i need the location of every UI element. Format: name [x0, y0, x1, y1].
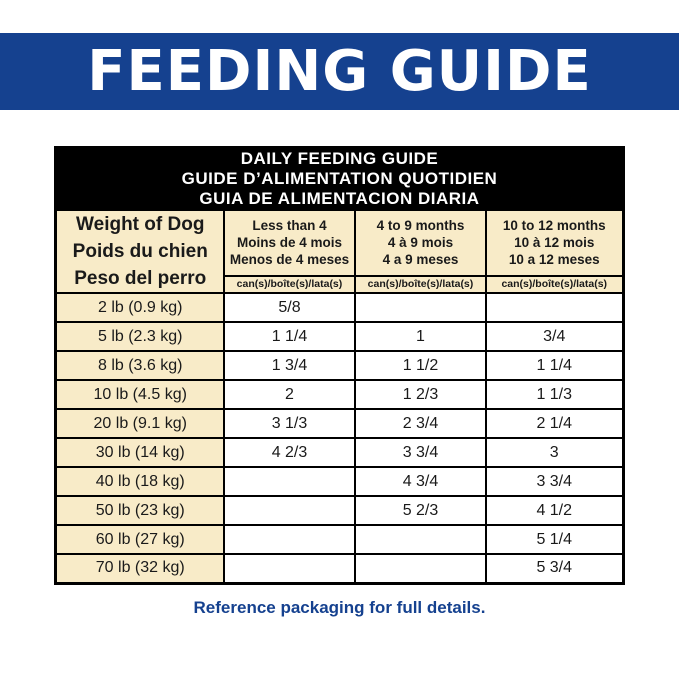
column-header-10-to-12-months: 10 to 12 months 10 à 12 mois 10 a 12 mes…: [484, 209, 625, 277]
column-header-less-than-4-months: Less than 4 Moins de 4 mois Menos de 4 m…: [222, 209, 356, 277]
serving-cell: [222, 553, 356, 584]
table-row: 40 lb (18 kg) 4 3/4 3 3/4: [54, 466, 625, 497]
serving-cell: [222, 495, 356, 526]
column-header-line: Moins de 4 mois: [236, 235, 342, 251]
table-row: 50 lb (23 kg) 5 2/3 4 1/2: [54, 495, 625, 526]
feeding-guide-banner: FEEDING GUIDE: [0, 33, 679, 110]
serving-cell: 2: [222, 379, 356, 410]
table-row: 5 lb (2.3 kg) 1 1/4 1 3/4: [54, 321, 625, 352]
weight-cell: 8 lb (3.6 kg): [54, 350, 225, 381]
table-row: 8 lb (3.6 kg) 1 3/4 1 1/2 1 1/4: [54, 350, 625, 381]
column-header-line: 10 à 12 mois: [514, 235, 595, 251]
serving-cell: 3/4: [484, 321, 625, 352]
serving-cell: 1 1/3: [484, 379, 625, 410]
serving-cell: 4 2/3: [222, 437, 356, 468]
serving-cell: [484, 292, 625, 323]
serving-cell: 5 1/4: [484, 524, 625, 555]
weight-cell: 20 lb (9.1 kg): [54, 408, 225, 439]
serving-cell: 4 3/4: [353, 466, 487, 497]
serving-cell: 1 2/3: [353, 379, 487, 410]
unit-cell: can(s)/boîte(s)/lata(s): [222, 274, 356, 295]
serving-cell: 5 3/4: [484, 553, 625, 584]
table-row: 60 lb (27 kg) 5 1/4: [54, 524, 625, 555]
column-header-line: 4 à 9 mois: [387, 235, 454, 251]
serving-cell: 2 1/4: [484, 408, 625, 439]
serving-cell: 3: [484, 437, 625, 468]
column-header-line: Less than 4: [252, 218, 327, 234]
serving-cell: 2 3/4: [353, 408, 487, 439]
weight-cell: 40 lb (18 kg): [54, 466, 225, 497]
table-title-line-fr: GUIDE D’ALIMENTATION QUOTIDIEN: [181, 169, 498, 188]
reference-note: Reference packaging for full details.: [193, 597, 486, 617]
serving-cell: 4 1/2: [484, 495, 625, 526]
unit-cell: can(s)/boîte(s)/lata(s): [484, 274, 625, 295]
table-row: 20 lb (9.1 kg) 3 1/3 2 3/4 2 1/4: [54, 408, 625, 439]
table-title-line-en: DAILY FEEDING GUIDE: [240, 149, 439, 168]
weight-cell: 10 lb (4.5 kg): [54, 379, 225, 410]
table-row: 2 lb (0.9 kg) 5/8: [54, 292, 625, 323]
serving-cell: 5/8: [222, 292, 356, 323]
weight-cell: 50 lb (23 kg): [54, 495, 225, 526]
weight-cell: 5 lb (2.3 kg): [54, 321, 225, 352]
table-title-line-es: GUIA DE ALIMENTACION DIARIA: [199, 189, 480, 208]
weight-column-header: Weight of Dog Poids du chien Peso del pe…: [54, 209, 225, 294]
serving-cell: 3 3/4: [484, 466, 625, 497]
column-header-line: Menos de 4 meses: [229, 252, 350, 268]
daily-feeding-table: DAILY FEEDING GUIDE GUIDE D’ALIMENTATION…: [54, 146, 625, 585]
serving-cell: 1 1/4: [484, 350, 625, 381]
unit-row: can(s)/boîte(s)/lata(s) can(s)/boîte(s)/…: [56, 274, 625, 295]
serving-cell: 1 1/4: [222, 321, 356, 352]
table-title-row: DAILY FEEDING GUIDE GUIDE D’ALIMENTATION…: [54, 146, 625, 211]
table-title-band: DAILY FEEDING GUIDE GUIDE D’ALIMENTATION…: [54, 146, 625, 211]
column-header-line: 4 to 9 months: [376, 218, 465, 234]
serving-cell: 1 1/2: [353, 350, 487, 381]
serving-cell: [222, 524, 356, 555]
serving-cell: 5 2/3: [353, 495, 487, 526]
column-header-4-to-9-months: 4 to 9 months 4 à 9 mois 4 a 9 meses: [353, 209, 487, 277]
banner-title: FEEDING GUIDE: [87, 39, 592, 104]
serving-cell: [353, 292, 487, 323]
serving-cell: [222, 466, 356, 497]
weight-cell: 70 lb (32 kg): [54, 553, 225, 584]
serving-cell: [353, 524, 487, 555]
serving-cell: 3 1/3: [222, 408, 356, 439]
weight-cell: 2 lb (0.9 kg): [54, 292, 225, 323]
column-header-line: 10 a 12 meses: [508, 252, 600, 268]
serving-cell: 3 3/4: [353, 437, 487, 468]
weight-header-line-fr: Poids du chien: [72, 241, 208, 262]
unit-cell: can(s)/boîte(s)/lata(s): [353, 274, 487, 295]
serving-cell: 1 3/4: [222, 350, 356, 381]
table-row: 70 lb (32 kg) 5 3/4: [54, 553, 625, 584]
weight-header-line-en: Weight of Dog: [76, 214, 205, 235]
column-header-row: Weight of Dog Poids du chien Peso del pe…: [54, 209, 625, 294]
serving-cell: 1: [353, 321, 487, 352]
weight-cell: 60 lb (27 kg): [54, 524, 225, 555]
table-row: 30 lb (14 kg) 4 2/3 3 3/4 3: [54, 437, 625, 468]
column-header-line: 4 a 9 meses: [382, 252, 459, 268]
serving-cell: [353, 553, 487, 584]
weight-header-line-es: Peso del perro: [74, 268, 207, 289]
column-header-line: 10 to 12 months: [502, 218, 606, 234]
table-row: 10 lb (4.5 kg) 2 1 2/3 1 1/3: [54, 379, 625, 410]
weight-cell: 30 lb (14 kg): [54, 437, 225, 468]
